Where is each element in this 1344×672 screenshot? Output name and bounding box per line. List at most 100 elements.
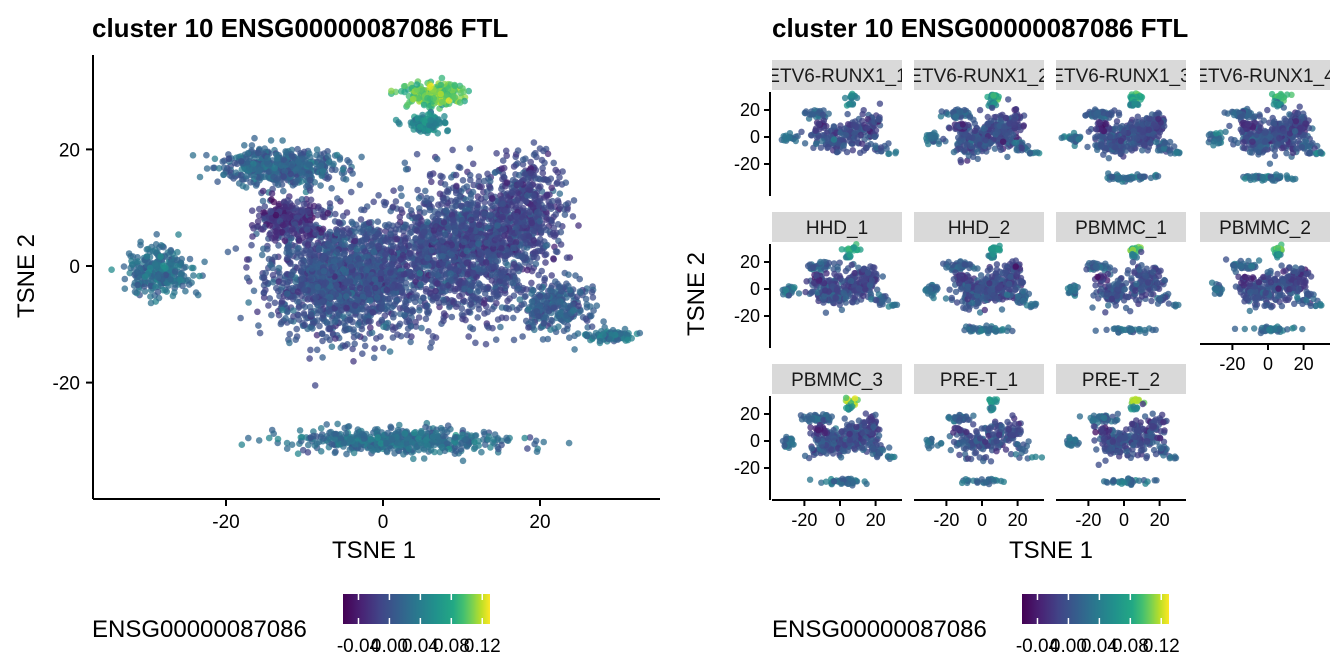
point [289, 225, 296, 233]
point [416, 307, 423, 314]
point [473, 294, 480, 302]
point [464, 308, 471, 316]
point [530, 227, 538, 235]
point [460, 238, 468, 246]
point [178, 271, 185, 279]
point [318, 162, 325, 169]
point [533, 254, 541, 262]
point [152, 246, 159, 254]
point [489, 195, 496, 202]
point [317, 182, 324, 189]
point [513, 265, 521, 272]
point [499, 200, 507, 208]
point [438, 98, 446, 106]
point [445, 97, 453, 104]
point [498, 165, 505, 172]
point [336, 220, 343, 227]
point [375, 242, 383, 250]
point [469, 188, 477, 196]
point [237, 314, 244, 322]
point [502, 279, 509, 286]
point [341, 327, 348, 334]
point [444, 127, 452, 134]
point [451, 82, 459, 90]
point [409, 95, 417, 103]
point [381, 222, 389, 229]
point [401, 311, 408, 319]
point [497, 323, 504, 331]
point [278, 306, 286, 314]
point [480, 283, 487, 291]
point [336, 156, 344, 163]
point [306, 176, 314, 184]
point [120, 263, 128, 270]
point [185, 281, 193, 288]
point [470, 269, 477, 277]
point [300, 200, 308, 208]
point [331, 318, 339, 326]
point [377, 275, 385, 283]
point [241, 142, 248, 149]
point [274, 181, 282, 189]
point [365, 318, 373, 325]
point [137, 238, 144, 246]
point [324, 153, 332, 160]
point [477, 249, 485, 257]
point [422, 288, 430, 295]
point [286, 339, 293, 347]
point [422, 276, 430, 284]
point [245, 299, 252, 306]
point [416, 270, 424, 277]
point [474, 288, 481, 296]
point [343, 304, 350, 312]
point [403, 262, 411, 270]
point [416, 238, 424, 245]
point [600, 318, 607, 325]
point [369, 309, 377, 316]
point [327, 294, 334, 301]
point [575, 222, 582, 229]
point [255, 322, 262, 329]
point [294, 176, 301, 184]
point [343, 279, 350, 287]
point [238, 166, 246, 173]
point [418, 217, 425, 224]
point [500, 268, 508, 276]
point [248, 207, 256, 214]
point [312, 229, 320, 237]
point [474, 234, 481, 242]
point [243, 172, 251, 180]
point [341, 342, 349, 350]
point [307, 346, 314, 354]
point [421, 197, 429, 205]
point [211, 155, 219, 163]
point [351, 340, 359, 348]
point [254, 149, 262, 157]
point [154, 274, 162, 281]
point [242, 184, 250, 191]
point [416, 123, 424, 131]
point [294, 298, 301, 305]
point [389, 254, 397, 262]
point [499, 213, 506, 221]
point [570, 197, 578, 204]
point [318, 172, 326, 180]
point [367, 297, 374, 304]
point [306, 187, 314, 194]
point [494, 316, 502, 323]
point [428, 178, 435, 186]
point [293, 325, 301, 333]
point [402, 279, 410, 287]
point [332, 210, 339, 218]
point [347, 188, 355, 196]
point [297, 169, 305, 176]
point [324, 175, 331, 182]
point [322, 279, 330, 287]
point [381, 237, 389, 245]
point [542, 242, 550, 250]
point [405, 317, 413, 325]
point [268, 311, 275, 319]
point [440, 317, 447, 325]
point [355, 255, 362, 262]
point [550, 255, 557, 262]
